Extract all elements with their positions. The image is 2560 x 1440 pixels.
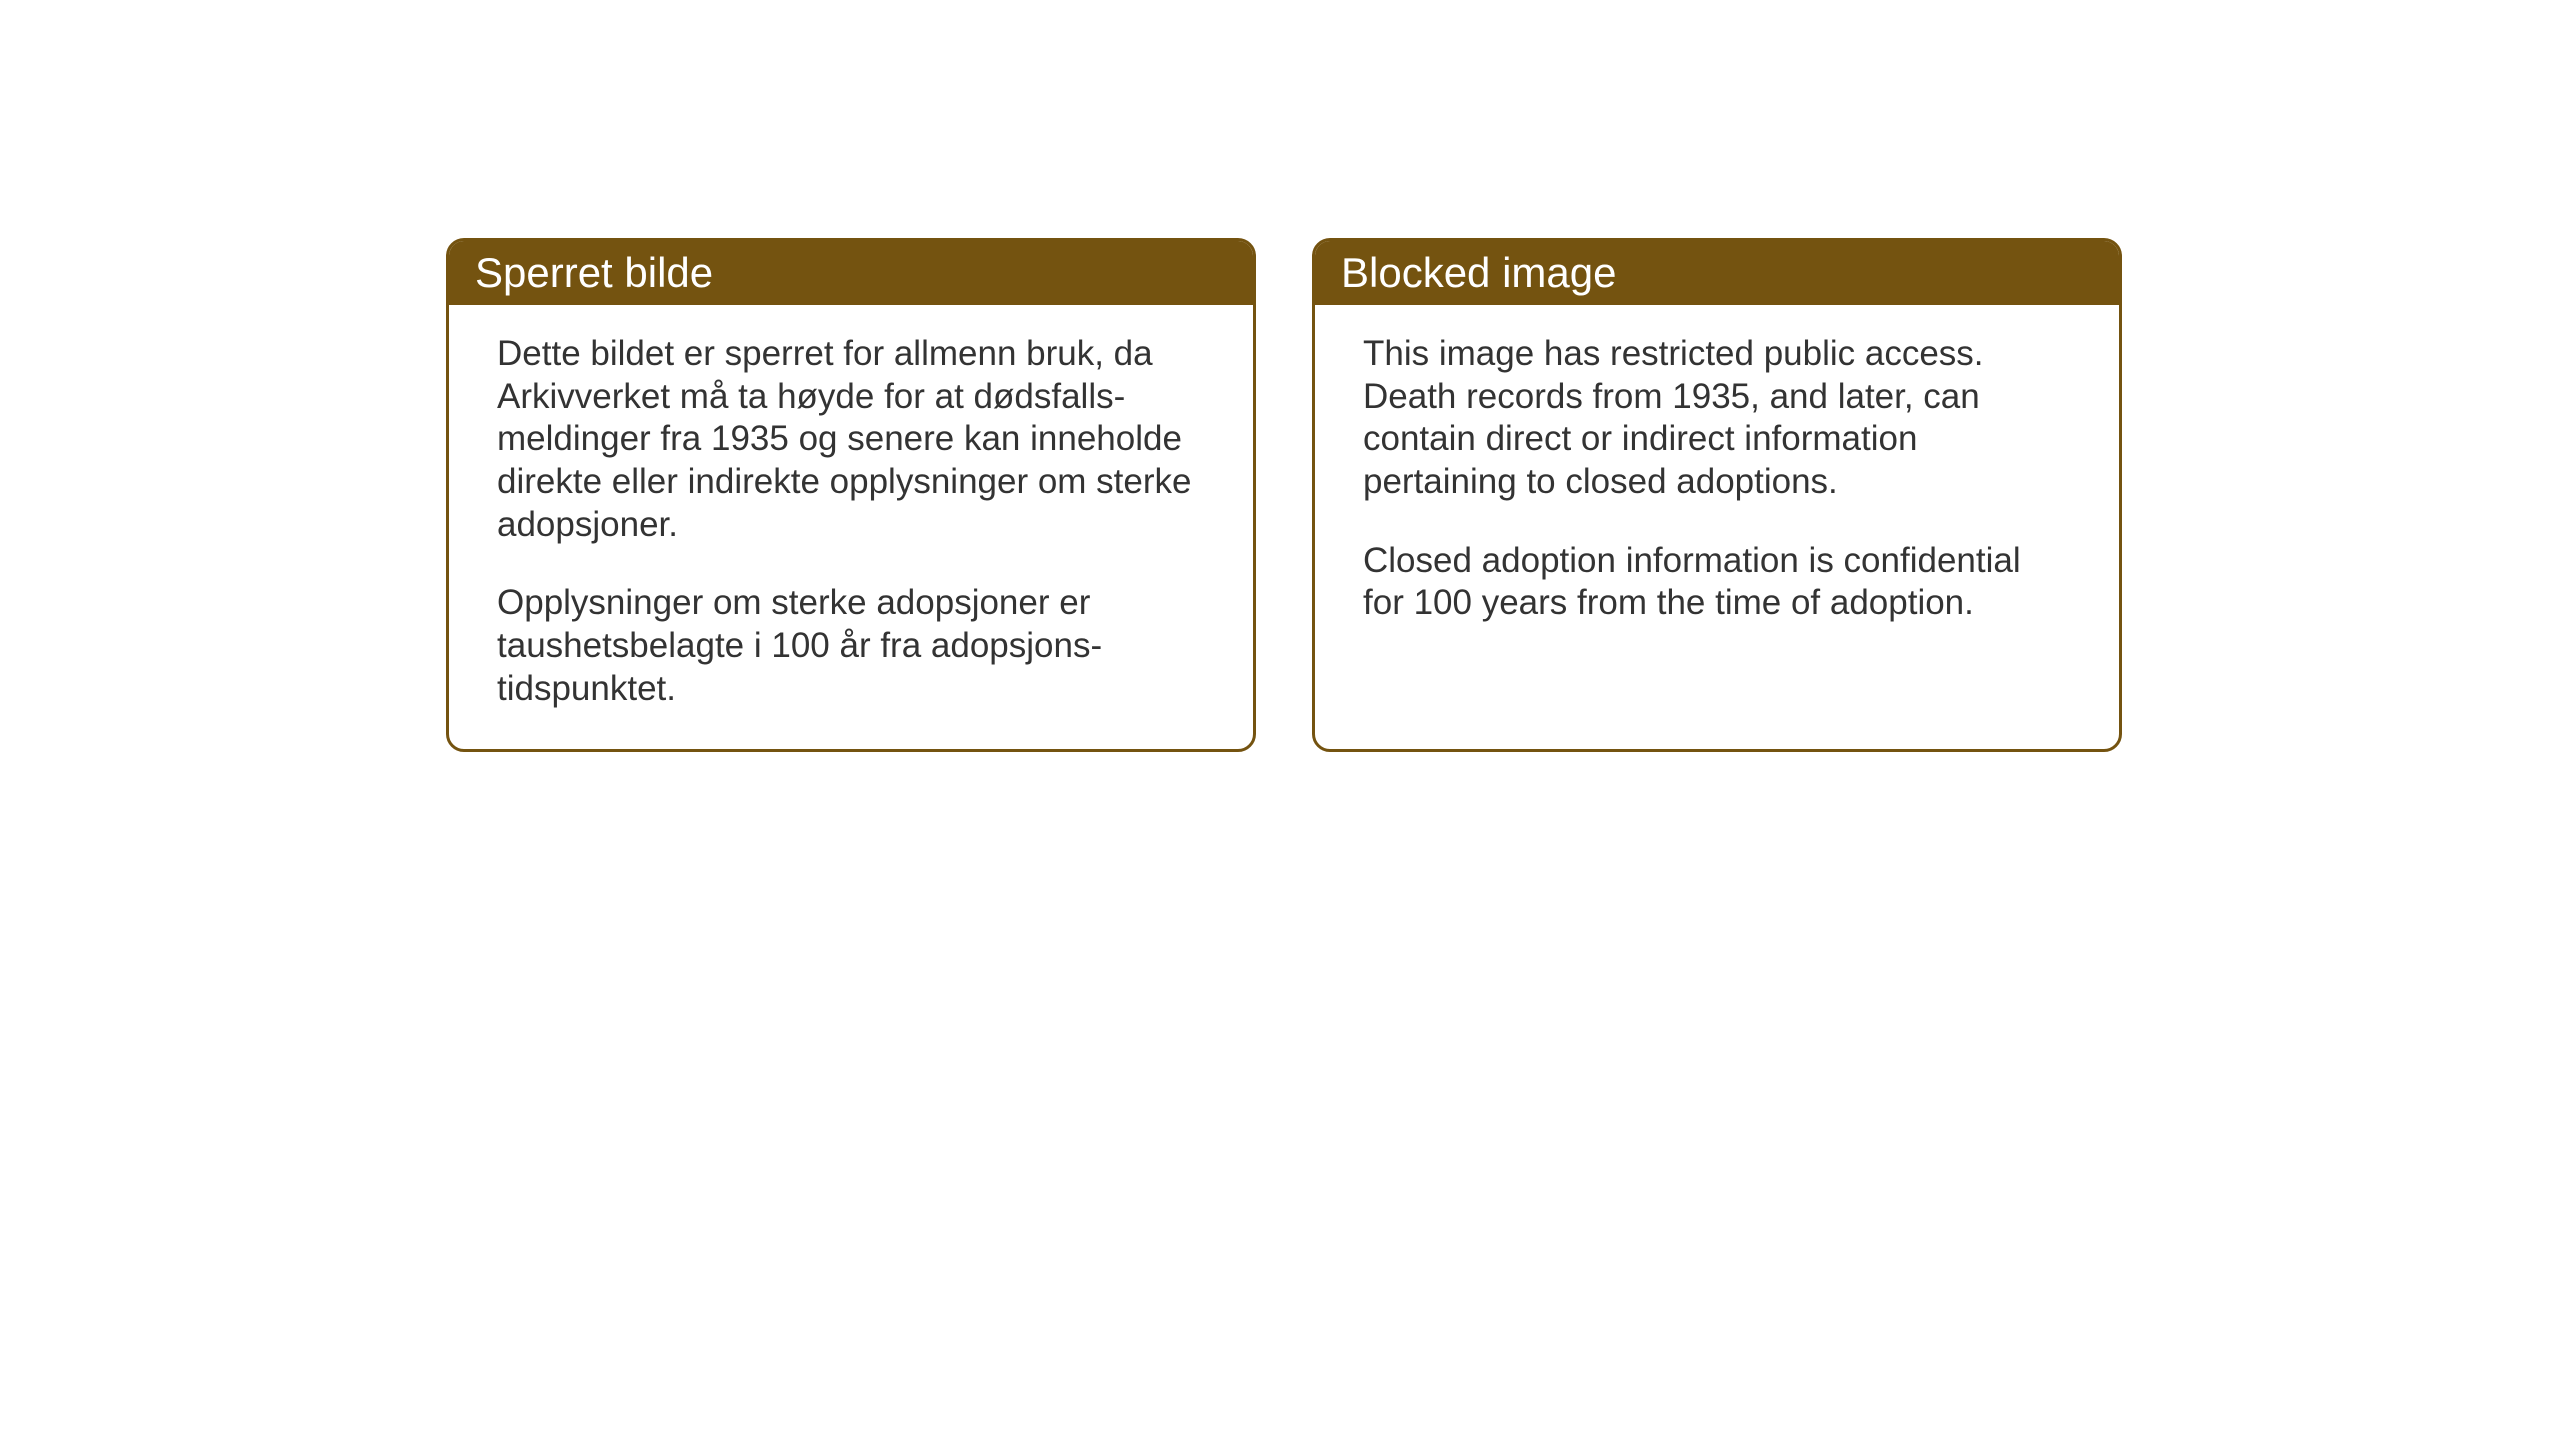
card-title-norwegian: Sperret bilde [475,249,713,296]
card-title-english: Blocked image [1341,249,1616,296]
card-english: Blocked image This image has restricted … [1312,238,2122,752]
card-body-norwegian: Dette bildet er sperret for allmenn bruk… [449,305,1253,749]
card-norwegian: Sperret bilde Dette bildet er sperret fo… [446,238,1256,752]
card-paragraph-2-english: Closed adoption information is confident… [1363,540,2071,625]
card-header-norwegian: Sperret bilde [449,241,1253,305]
card-paragraph-2-norwegian: Opplysninger om sterke adopsjoner er tau… [497,582,1205,710]
card-paragraph-1-english: This image has restricted public access.… [1363,333,2071,504]
card-body-english: This image has restricted public access.… [1315,305,2119,735]
cards-container: Sperret bilde Dette bildet er sperret fo… [446,238,2122,752]
card-paragraph-1-norwegian: Dette bildet er sperret for allmenn bruk… [497,333,1205,546]
card-header-english: Blocked image [1315,241,2119,305]
